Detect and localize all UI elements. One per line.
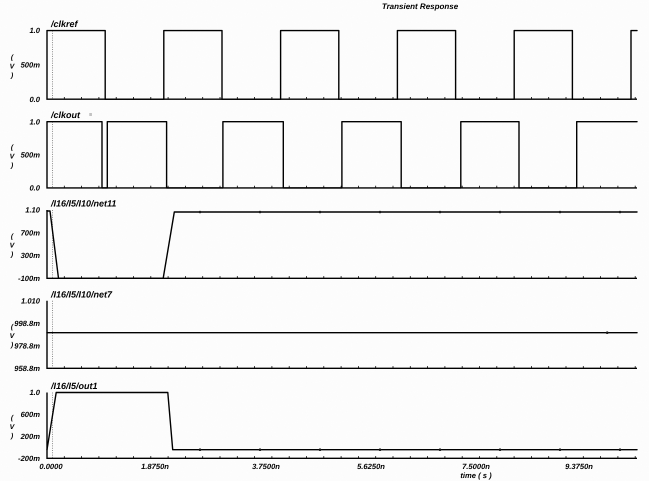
svg-text:300m: 300m [21, 251, 41, 260]
svg-text:700m: 700m [21, 228, 41, 237]
svg-text:Transient Response: Transient Response [382, 2, 459, 11]
svg-text:≡: ≡ [89, 112, 92, 118]
svg-text:3.7500n: 3.7500n [252, 462, 280, 471]
svg-text:200m: 200m [20, 432, 41, 441]
svg-text:1.010: 1.010 [21, 296, 41, 305]
svg-text:1.0: 1.0 [29, 388, 40, 397]
svg-text:1.10: 1.10 [25, 206, 41, 215]
svg-text:-200m: -200m [18, 454, 40, 463]
svg-text:/I16/I5/I10/net7: /I16/I5/I10/net7 [50, 289, 113, 299]
svg-text:/clkout: /clkout [50, 110, 81, 120]
svg-text:1.0: 1.0 [29, 26, 40, 35]
svg-text:9.3750n: 9.3750n [565, 462, 593, 471]
svg-text:500m: 500m [21, 61, 41, 70]
svg-text:978.8m: 978.8m [14, 341, 40, 350]
svg-text:998.8m: 998.8m [14, 319, 40, 328]
svg-text:/clkref: /clkref [50, 19, 79, 29]
svg-text:/I16/I5/out1: /I16/I5/out1 [50, 381, 98, 391]
svg-text:5.6250n: 5.6250n [357, 462, 385, 471]
svg-text:0.0: 0.0 [29, 95, 40, 104]
svg-text:1.0: 1.0 [29, 117, 40, 126]
svg-text:0.0: 0.0 [29, 184, 40, 193]
svg-text:500m: 500m [21, 150, 41, 159]
svg-text:1.8750n: 1.8750n [141, 462, 169, 471]
svg-text:0.0000: 0.0000 [39, 462, 63, 471]
svg-text:7.5000n: 7.5000n [462, 462, 490, 471]
svg-text:-100m: -100m [18, 274, 40, 283]
svg-text:time ( s ): time ( s ) [460, 471, 492, 480]
svg-text:600m: 600m [21, 410, 41, 419]
svg-text:/I16/I5/I10/net11: /I16/I5/I10/net11 [50, 199, 116, 209]
svg-text:958.8m: 958.8m [14, 364, 40, 373]
